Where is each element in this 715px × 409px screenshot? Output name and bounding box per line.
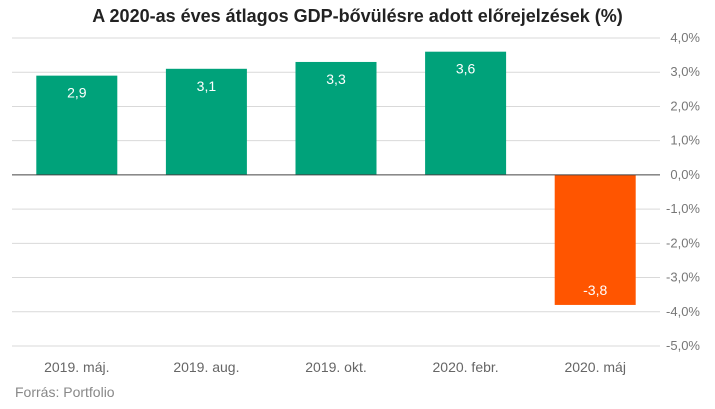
y-tick-label: 3,0% xyxy=(670,64,700,79)
y-tick-label: -3,0% xyxy=(666,270,700,285)
data-label: 3,6 xyxy=(456,61,476,77)
x-tick-label: 2020. febr. xyxy=(433,359,499,375)
y-tick-label: -5,0% xyxy=(666,338,700,353)
data-label: 3,1 xyxy=(197,78,217,94)
source-note: Forrás: Portfolio xyxy=(15,384,115,400)
data-label: 3,3 xyxy=(326,71,346,87)
bar xyxy=(36,75,118,175)
x-tick-label: 2020. máj xyxy=(564,359,625,375)
bar xyxy=(425,51,507,175)
chart-title: A 2020-as éves átlagos GDP-bővülésre ado… xyxy=(92,6,623,26)
x-tick-label: 2019. aug. xyxy=(173,359,239,375)
bar xyxy=(554,174,636,305)
y-tick-label: -4,0% xyxy=(666,304,700,319)
y-tick-label: 0,0% xyxy=(670,167,700,182)
data-label: -3,8 xyxy=(583,282,607,298)
data-label: 2,9 xyxy=(67,85,87,101)
y-tick-label: 1,0% xyxy=(670,133,700,148)
x-tick-label: 2019. okt. xyxy=(305,359,367,375)
bar xyxy=(165,68,247,175)
bar xyxy=(295,61,377,175)
x-tick-label: 2019. máj. xyxy=(44,359,109,375)
y-tick-label: 4,0% xyxy=(670,30,700,45)
y-tick-label: -1,0% xyxy=(666,201,700,216)
y-tick-label: 2,0% xyxy=(670,98,700,113)
y-tick-label: -2,0% xyxy=(666,235,700,250)
